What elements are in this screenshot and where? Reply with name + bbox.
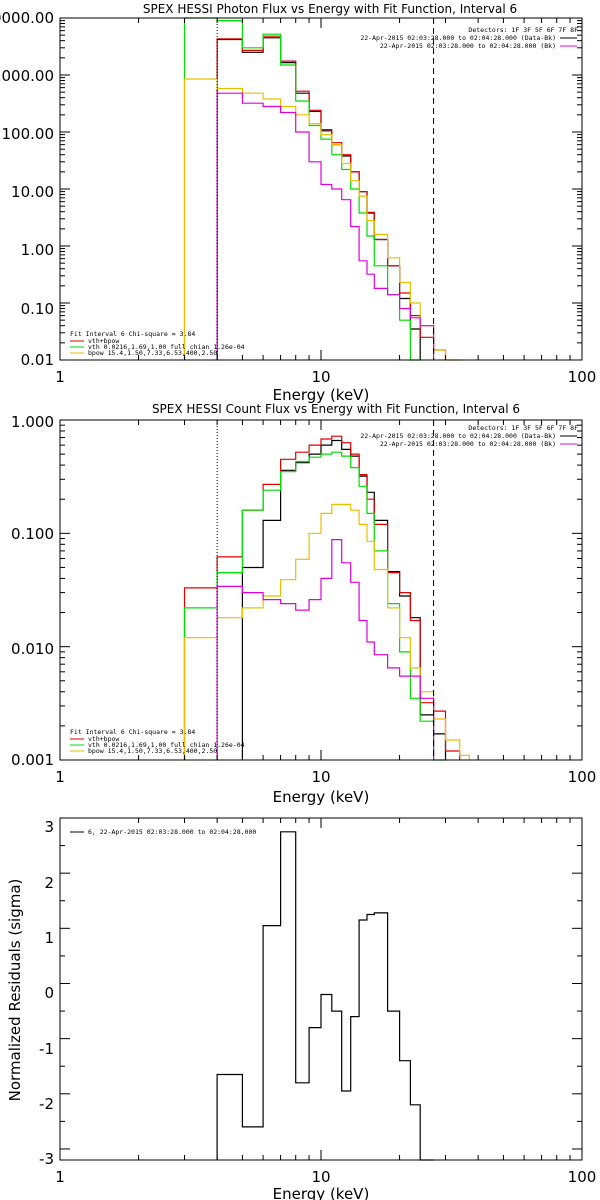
count-flux-ytick: 0.010 bbox=[11, 640, 54, 658]
photon-flux-xtick: 10 bbox=[311, 368, 330, 386]
count-flux-x-axis-label: Energy (keV) bbox=[273, 788, 370, 806]
legend-total: vth+bpow bbox=[88, 337, 119, 345]
legend-vth: vth 0.0216,1.69,1.00 full chian 1.26e-04 bbox=[88, 343, 245, 351]
residuals-xtick: 100 bbox=[568, 1168, 597, 1186]
legend-bk: 22-Apr-2015 02:03:28.000 to 02:04:28.000… bbox=[380, 42, 556, 50]
photon-flux-tick-labels: 1 10 100 0.01 0.10 1.00 10.00 100.00 100… bbox=[0, 9, 596, 386]
photon-flux-legend-left: Fit Interval 6 Chi-square = 3.84 vth+bpo… bbox=[70, 330, 245, 357]
count-flux-legend-left: Fit Interval 6 Chi-square = 3.84 vth+bpo… bbox=[70, 728, 245, 755]
count-flux-legend-right: Detectors: 1F 3F 5F 6F 7F 8F 22-Apr-2015… bbox=[360, 424, 578, 448]
photon-flux-series bbox=[183, 17, 460, 361]
photon-flux-series-black-line bbox=[216, 37, 421, 360]
legend-bpow: bpow 15.4,1.50,7.33,6.53,400,2.50 bbox=[88, 747, 217, 755]
count-flux-ytick: 0.001 bbox=[11, 751, 54, 769]
count-flux-series-green-line bbox=[183, 451, 446, 761]
count-flux-xtick: 1 bbox=[55, 768, 65, 786]
count-flux-series-red-line bbox=[183, 435, 461, 760]
photon-flux-xtick: 1 bbox=[55, 368, 65, 386]
residuals-series-black-line bbox=[216, 831, 434, 1161]
residuals-ytick: 1 bbox=[44, 929, 54, 947]
legend-fit-interval: Fit Interval 6 Chi-square = 3.84 bbox=[70, 330, 195, 338]
residuals-legend-label: 6, 22-Apr-2015 02:03:28.000 to 02:04:28.… bbox=[88, 828, 256, 836]
count-flux-title: SPEX HESSI Count Flux vs Energy with Fit… bbox=[152, 402, 520, 416]
photon-flux-title: SPEX HESSI Photon Flux vs Energy with Fi… bbox=[143, 2, 517, 16]
photon-flux-series-green-line bbox=[183, 17, 421, 361]
residuals-panel: 1 10 100 -3 -2 -1 0 1 2 3 Energy (keV) N… bbox=[6, 817, 596, 1200]
legend-fit-interval: Fit Interval 6 Chi-square = 3.84 bbox=[70, 728, 195, 736]
photon-flux-ytick: 1.00 bbox=[21, 241, 54, 259]
count-flux-tick-labels: 1 10 100 0.001 0.010 0.100 1.000 bbox=[11, 413, 596, 786]
residuals-xtick: 10 bbox=[311, 1168, 330, 1186]
residuals-tick-labels: 1 10 100 -3 -2 -1 0 1 2 3 bbox=[39, 818, 596, 1186]
legend-data-bk: 22-Apr-2015 02:03:28.000 to 02:04:28.000… bbox=[360, 432, 556, 440]
residuals-xtick: 1 bbox=[55, 1168, 65, 1186]
residuals-series bbox=[216, 831, 434, 1161]
residuals-axes bbox=[59, 817, 583, 1160]
residuals-x-axis-label: Energy (keV) bbox=[273, 1185, 370, 1200]
legend-detectors: Detectors: 1F 3F 5F 6F 7F 8F bbox=[468, 424, 578, 432]
residuals-ytick: -3 bbox=[39, 1150, 54, 1168]
count-flux-series-black-line bbox=[241, 439, 447, 760]
photon-flux-series-magenta-line bbox=[216, 92, 435, 360]
count-flux-axes bbox=[59, 419, 583, 761]
photon-flux-ytick: 100.00 bbox=[2, 125, 55, 143]
photon-flux-legend-right: Detectors: 1F 3F 5F 6F 7F 8F 22-Apr-2015… bbox=[360, 26, 578, 50]
photon-flux-ytick: 10000.00 bbox=[0, 9, 54, 27]
photon-flux-axes bbox=[59, 17, 583, 361]
residuals-legend: 6, 22-Apr-2015 02:03:28.000 to 02:04:28.… bbox=[70, 828, 256, 836]
photon-flux-plot-frame bbox=[59, 17, 583, 361]
residuals-ytick: 0 bbox=[44, 984, 54, 1002]
legend-total: vth+bpow bbox=[88, 735, 119, 743]
residuals-y-axis-label: Normalized Residuals (sigma) bbox=[6, 879, 24, 1102]
photon-flux-ytick: 0.10 bbox=[21, 300, 54, 318]
residuals-ytick: -1 bbox=[39, 1040, 54, 1058]
photon-flux-series-yellow-line bbox=[183, 78, 460, 361]
residuals-plot-frame bbox=[59, 817, 583, 1161]
legend-detectors: Detectors: 1F 3F 5F 6F 7F 8F bbox=[468, 26, 578, 34]
legend-data-bk: 22-Apr-2015 02:03:28.000 to 02:04:28.000… bbox=[360, 34, 556, 42]
residuals-ytick: 2 bbox=[44, 874, 54, 892]
count-flux-series bbox=[183, 435, 470, 761]
photon-flux-ytick: 10.00 bbox=[11, 183, 54, 201]
count-flux-ytick: 1.000 bbox=[11, 413, 54, 431]
legend-vth: vth 0.0216,1.69,1.00 full chian 1.26e-04 bbox=[88, 741, 245, 749]
count-flux-xtick: 100 bbox=[568, 768, 597, 786]
count-flux-panel: SPEX HESSI Count Flux vs Energy with Fit… bbox=[11, 402, 596, 806]
residuals-ytick: -2 bbox=[39, 1095, 54, 1113]
photon-flux-xtick: 100 bbox=[568, 368, 597, 386]
legend-bpow: bpow 15.4,1.50,7.33,6.53,400,2.50 bbox=[88, 349, 217, 357]
photon-flux-ytick: 0.01 bbox=[21, 351, 54, 369]
photon-flux-panel: SPEX HESSI Photon Flux vs Energy with Fi… bbox=[0, 2, 596, 404]
count-flux-ytick: 0.100 bbox=[11, 525, 54, 543]
legend-bk: 22-Apr-2015 02:03:28.000 to 02:04:28.000… bbox=[380, 440, 556, 448]
residuals-ytick: 3 bbox=[44, 818, 54, 836]
count-flux-series-magenta-line bbox=[216, 539, 435, 760]
photon-flux-x-axis-label: Energy (keV) bbox=[273, 386, 370, 404]
count-flux-xtick: 10 bbox=[311, 768, 330, 786]
photon-flux-series-red-line bbox=[216, 35, 447, 360]
